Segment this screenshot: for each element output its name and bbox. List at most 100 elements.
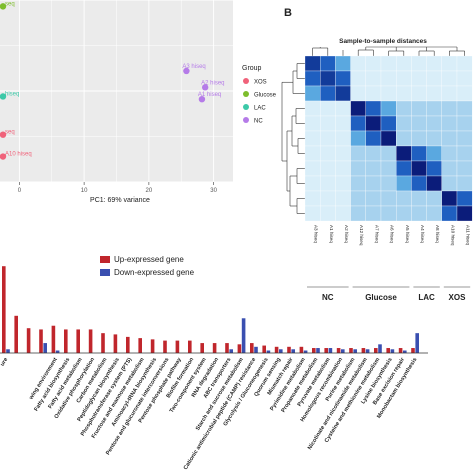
bar-up — [26, 328, 31, 353]
heatmap-column-label: A12 hiseq — [359, 225, 364, 246]
bar-up — [250, 343, 254, 353]
bar-up — [101, 333, 105, 353]
bar-up — [150, 339, 155, 353]
bar-down — [316, 348, 320, 353]
pca-point-label: seq — [5, 1, 15, 7]
heatmap-cell — [441, 115, 458, 132]
pca-x-tick-label: 30 — [210, 188, 217, 194]
legend-label-nc: NC — [254, 119, 263, 125]
heatmap-cell — [380, 205, 397, 222]
heatmap-cell — [380, 175, 397, 192]
bar-down — [353, 349, 357, 353]
heatmap-cell — [320, 130, 336, 147]
heatmap-column-label: A8 hiseq — [435, 225, 440, 243]
heatmap-cell — [320, 55, 336, 72]
legend-label-lac: LAC — [254, 106, 266, 112]
heatmap-cell — [396, 100, 412, 117]
bar-up — [188, 340, 192, 353]
heatmap-column-label: A1 hiseq — [329, 225, 334, 243]
heatmap-cell — [335, 175, 351, 192]
pca-x-axis-label: PC1: 69% variance — [90, 197, 150, 204]
heatmap-cell — [411, 205, 427, 222]
heatmap-cell — [456, 190, 473, 207]
heatmap-cell — [380, 100, 397, 117]
heatmap-cell — [396, 70, 412, 87]
heatmap-cell — [320, 190, 336, 207]
pca-point-label: A1 hiseq — [198, 92, 221, 98]
heatmap-cell — [320, 115, 336, 132]
bar-down — [341, 349, 345, 353]
heatmap-cell — [365, 100, 382, 117]
heatmap-cell — [304, 100, 321, 117]
heatmap-cell — [365, 55, 382, 72]
bar-up — [14, 315, 18, 353]
heatmap-cell — [350, 115, 366, 132]
bar-up — [274, 346, 279, 353]
heatmap-cell — [411, 145, 427, 162]
heatmap-cell — [380, 145, 397, 162]
pca-x-ticks: 0 10 20 30 — [18, 182, 218, 194]
heatmap-cell — [320, 145, 336, 162]
heatmap-cell — [426, 115, 442, 132]
heatmap-cell — [304, 160, 321, 177]
bar-legend: Up-expressed gene Down-expressed gene — [100, 255, 195, 277]
heatmap-group-labels: NC Glucose LAC XOS — [307, 286, 471, 302]
pca-points: A3 hiseq A2 hiseq A1 hiseq seq hiseq seq A10 h… — [0, 1, 225, 160]
pca-point — [198, 95, 206, 103]
heatmap-cell — [456, 85, 473, 102]
bar-down — [390, 349, 395, 353]
bar-up — [88, 329, 93, 353]
heatmap-cell — [365, 190, 382, 207]
heatmap-cell — [411, 190, 427, 207]
heatmap-cell — [426, 160, 442, 177]
bar-up — [398, 348, 403, 353]
heatmap-cell — [335, 115, 351, 132]
pca-point-label: seq — [5, 130, 15, 136]
bar-up — [287, 346, 291, 353]
heatmap-column-label: A6 hiseq — [390, 225, 395, 243]
bar-down — [378, 344, 382, 353]
heatmap-cell — [350, 130, 366, 147]
heatmap-cell — [426, 175, 442, 192]
heatmap-cell — [396, 160, 412, 177]
pca-point — [183, 67, 190, 75]
pca-point — [0, 3, 7, 10]
bar-series — [2, 266, 419, 353]
heatmap-cell — [411, 175, 427, 192]
bar-up — [163, 340, 167, 353]
pca-point — [0, 131, 7, 138]
heatmap-cell — [335, 70, 351, 87]
heatmap-cell — [365, 160, 382, 177]
heatmap-cell — [396, 205, 412, 222]
pca-grid — [0, 0, 233, 183]
bar-panel: Up-expressed gene Down-expressed gene ure… — [0, 255, 428, 471]
heatmap-column-label: A10 hiseq — [450, 225, 455, 246]
heatmap-cell — [380, 130, 397, 147]
heatmap-cell — [380, 115, 397, 132]
bar-down — [55, 350, 60, 353]
heatmap-cell — [396, 85, 412, 102]
heatmap-cell — [350, 145, 366, 162]
heatmap-cell — [335, 160, 351, 177]
group-label-lac: LAC — [418, 293, 435, 302]
heatmap-cell — [456, 145, 473, 162]
heatmap-cell — [411, 70, 427, 87]
heatmap-cell — [320, 175, 336, 192]
pca-point-label: hiseq — [5, 91, 19, 97]
heatmap-cell — [411, 85, 427, 102]
heatmap-cell — [350, 190, 366, 207]
group-label-glucose: Glucose — [365, 293, 397, 302]
bar-down — [43, 343, 47, 353]
heatmap-cell — [441, 85, 458, 102]
bar-down — [303, 350, 308, 353]
heatmap-cell — [304, 130, 321, 147]
heatmap-cell — [411, 115, 427, 132]
heatmap-cell — [380, 190, 397, 207]
heatmap-cell — [320, 85, 336, 102]
heatmap-cell — [426, 130, 442, 147]
bar-down — [291, 349, 295, 353]
heatmap-column-label: A3 hiseq — [314, 225, 319, 243]
heatmap-cell — [365, 205, 382, 222]
